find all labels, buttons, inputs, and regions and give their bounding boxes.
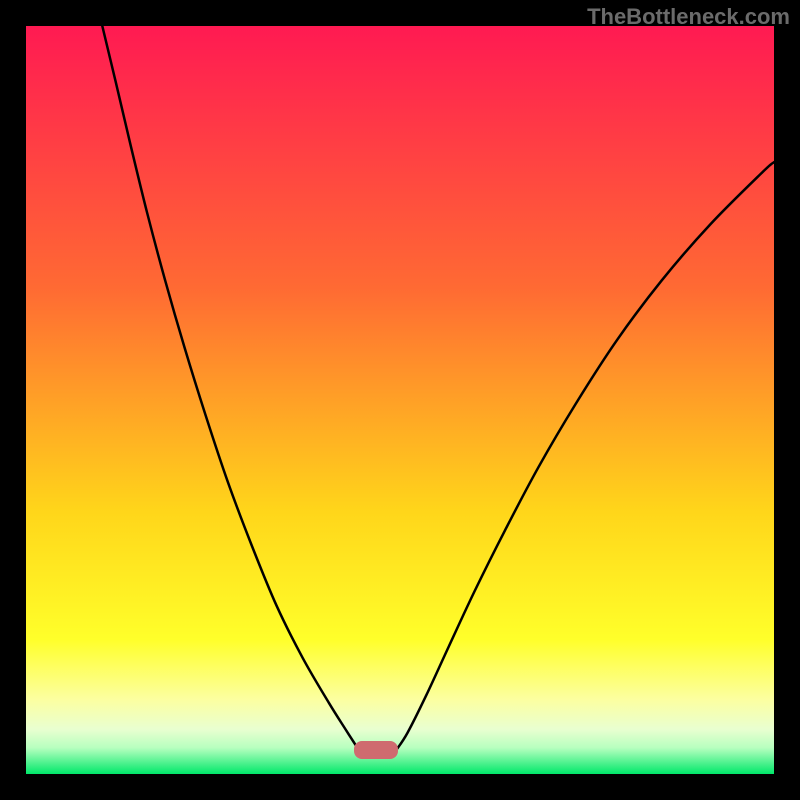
watermark-text: TheBottleneck.com bbox=[587, 4, 790, 30]
plot-area bbox=[26, 26, 774, 774]
bottleneck-curve bbox=[26, 26, 774, 774]
minimum-marker bbox=[354, 741, 398, 759]
chart-container: TheBottleneck.com bbox=[0, 0, 800, 800]
